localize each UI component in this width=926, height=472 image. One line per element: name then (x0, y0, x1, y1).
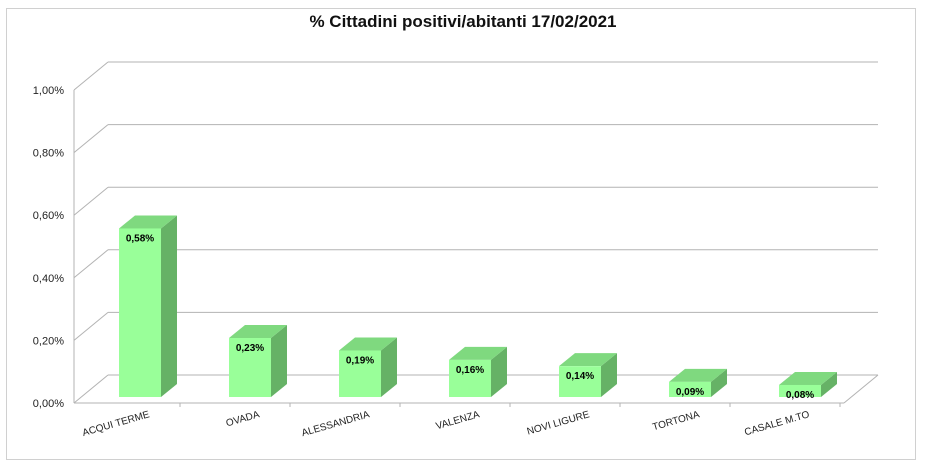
bar (449, 359, 491, 397)
bar-side (271, 325, 287, 397)
x-category-label: OVADA (225, 409, 261, 429)
data-label: 0,14% (566, 371, 594, 382)
bar (779, 384, 821, 397)
x-category-label: ACQUI TERME (81, 409, 151, 439)
data-label: 0,19% (346, 356, 374, 367)
data-label: 0,09% (676, 387, 704, 398)
grid-diagonal (73, 374, 109, 404)
bar-top (449, 346, 507, 360)
x-category-label: TORTONA (651, 409, 701, 433)
bar-top (559, 353, 617, 367)
data-label: 0,23% (236, 343, 264, 354)
floor-side-edge (843, 374, 879, 404)
y-tick-label: 1,00% (33, 85, 64, 97)
bar-top (229, 325, 287, 339)
bar-top (339, 337, 397, 351)
data-label: 0,58% (126, 233, 154, 244)
bar (119, 228, 161, 397)
grid-diagonal (73, 312, 109, 341)
bar-side (491, 346, 507, 397)
bar-top (779, 371, 837, 385)
grid-diagonal (73, 61, 109, 91)
y-tick-label: 0,80% (33, 148, 64, 160)
grid-diagonal (73, 249, 109, 279)
bar-top (119, 215, 177, 229)
bar-side (601, 353, 617, 397)
x-category-label: VALENZA (435, 409, 481, 432)
x-category-label: ALESSANDRIA (300, 409, 371, 439)
bar (339, 350, 381, 397)
y-tick-label: 0,40% (33, 273, 64, 285)
bar (229, 338, 271, 397)
y-tick-label: 0,00% (33, 398, 64, 410)
bar-side (161, 215, 177, 397)
data-label: 0,08% (786, 390, 814, 401)
grid-diagonal (73, 186, 109, 216)
data-label: 0,16% (456, 365, 484, 376)
bar-side (821, 371, 837, 397)
bar-side (381, 337, 397, 397)
y-tick-label: 0,60% (33, 210, 64, 222)
bar (669, 381, 711, 397)
grid-diagonal (73, 124, 109, 153)
bar-side (711, 368, 727, 397)
x-category-label: CASALE M.TO (743, 409, 811, 438)
x-category-label: NOVI LIGURE (526, 409, 591, 437)
bar (559, 366, 601, 397)
y-tick-label: 0,20% (33, 335, 64, 347)
chart-title: % Cittadini positivi/abitanti 17/02/2021 (309, 12, 617, 31)
bar-top (669, 368, 727, 382)
